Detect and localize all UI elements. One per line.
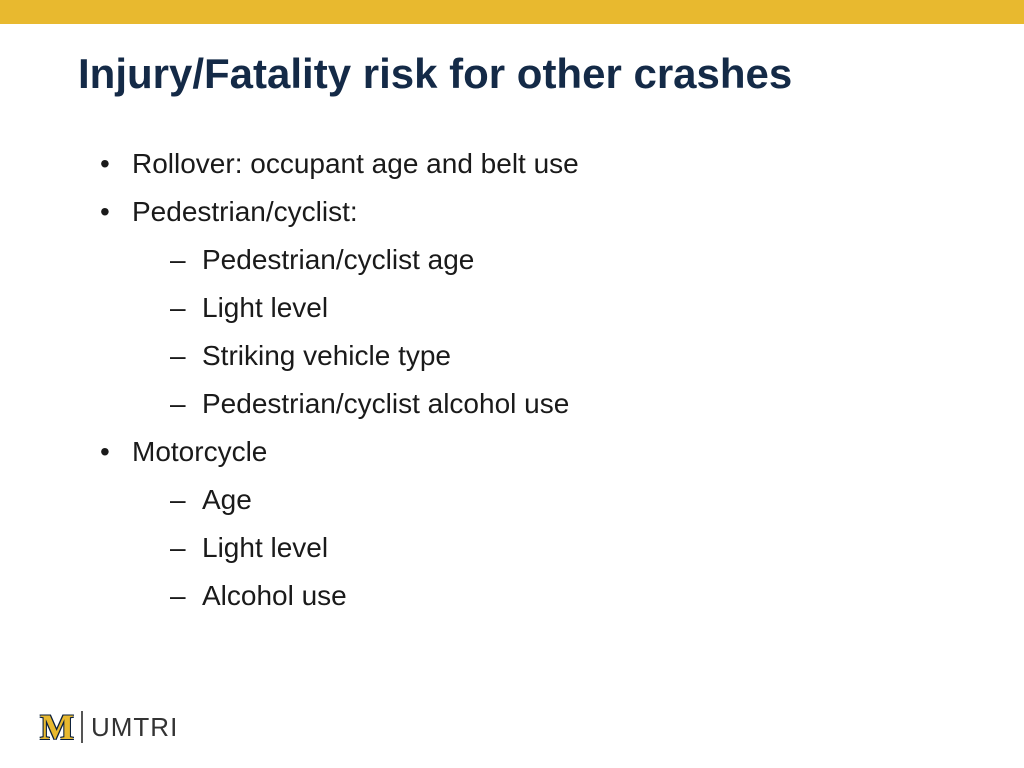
sub-bullet-list: Age Light level Alcohol use — [132, 476, 579, 620]
bullet-text: Alcohol use — [202, 580, 347, 611]
bullet-text: Motorcycle — [132, 436, 267, 467]
bullet-text: Light level — [202, 292, 328, 323]
bullet-text: Rollover: occupant age and belt use — [132, 148, 579, 179]
top-accent-bar — [0, 0, 1024, 24]
slide-body: Rollover: occupant age and belt use Pede… — [0, 140, 639, 620]
org-name: UMTRI — [91, 712, 178, 743]
michigan-m-icon: M — [40, 706, 73, 748]
bullet-text: Pedestrian/cyclist: — [132, 196, 358, 227]
bullet-list: Rollover: occupant age and belt use Pede… — [100, 140, 579, 620]
sub-bullet-list: Pedestrian/cyclist age Light level Strik… — [132, 236, 579, 428]
list-item: Age — [170, 476, 579, 524]
list-item: Pedestrian/cyclist: Pedestrian/cyclist a… — [100, 188, 579, 428]
list-item: Motorcycle Age Light level Alcohol use — [100, 428, 579, 620]
bullet-text: Pedestrian/cyclist alcohol use — [202, 388, 569, 419]
bullet-text: Age — [202, 484, 252, 515]
bullet-text: Light level — [202, 532, 328, 563]
footer-logo: M UMTRI — [40, 706, 178, 748]
list-item: Pedestrian/cyclist age — [170, 236, 579, 284]
list-item: Light level — [170, 284, 579, 332]
bullet-text: Striking vehicle type — [202, 340, 451, 371]
list-item: Pedestrian/cyclist alcohol use — [170, 380, 579, 428]
slide-title: Injury/Fatality risk for other crashes — [78, 50, 792, 98]
bullet-text: Pedestrian/cyclist age — [202, 244, 474, 275]
list-item: Light level — [170, 524, 579, 572]
list-item: Alcohol use — [170, 572, 579, 620]
list-item: Rollover: occupant age and belt use — [100, 140, 579, 188]
list-item: Striking vehicle type — [170, 332, 579, 380]
logo-divider — [81, 711, 83, 743]
